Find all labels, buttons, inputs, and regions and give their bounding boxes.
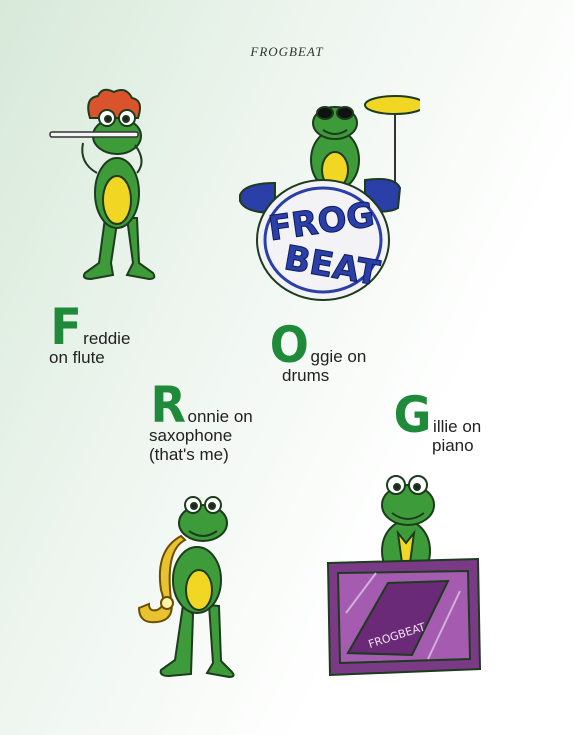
ronnie-line3: (that's me) (149, 445, 229, 464)
oggie-line1: ggie on (310, 347, 367, 366)
ronnie-saxophone-illustration (137, 496, 235, 679)
ronnie-line1: onnie on (187, 407, 253, 426)
freddie-frog-illustration (49, 88, 156, 281)
gillie-line2: piano (432, 436, 474, 455)
ronnie-caption: Ronnie on saxophone (that's me) (149, 376, 253, 464)
gillie-line1: illie on (433, 417, 482, 436)
gillie-caption: Gillie on piano (392, 386, 482, 455)
oggie-drums-illustration: FROG BEAT (239, 95, 420, 301)
freddie-line1: reddie (83, 329, 131, 348)
ronnie-line2: saxophone (149, 426, 233, 445)
page-title: FROGBEAT (250, 44, 324, 59)
gillie-piano-illustration: FROGBEAT (326, 475, 482, 677)
freddie-line2: on flute (49, 348, 105, 367)
oggie-line2: drums (282, 366, 330, 385)
ronnie-initial: R (150, 376, 186, 434)
gillie-initial: G (393, 386, 432, 444)
freddie-initial: F (50, 298, 82, 356)
freddie-caption: Freddie on flute (49, 298, 131, 367)
oggie-initial: O (269, 316, 309, 374)
